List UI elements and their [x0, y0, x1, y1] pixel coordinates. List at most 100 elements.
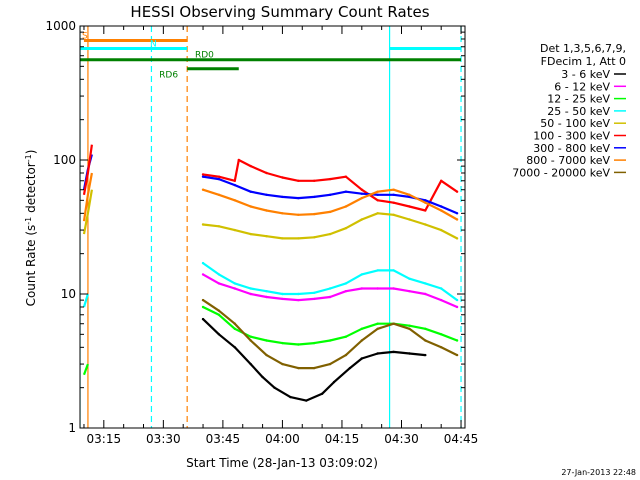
- y-tick-label-2: 100: [53, 153, 76, 167]
- series-6-point-14: [424, 199, 427, 202]
- series-8-point-12: [392, 322, 395, 325]
- series-6-point-16: [455, 212, 459, 215]
- series-6-point-12: [392, 193, 395, 196]
- series-2-point-9: [344, 335, 348, 338]
- series-1-point-13: [408, 290, 411, 293]
- series-5-point-12: [376, 199, 379, 202]
- chart-title: HESSI Observing Summary Count Rates: [130, 3, 429, 21]
- x-tick-label-5: 04:30: [384, 432, 419, 446]
- status-bar-label-1: N: [150, 39, 157, 49]
- series-2-point-15: [440, 333, 443, 336]
- series-5-point-1: [217, 175, 221, 178]
- ylabel-mid: detector: [24, 162, 38, 217]
- ylabel-end: ): [24, 150, 38, 155]
- legend-label-3: 25 - 50 keV: [547, 105, 610, 118]
- series-8-point-1: [217, 309, 221, 312]
- series-1-point-14: [424, 292, 427, 296]
- ylabel-main: Count Rate (s: [24, 225, 38, 307]
- series-6-point-7: [313, 195, 316, 199]
- series-5-point-17: [455, 190, 459, 193]
- series-2-point-2: [233, 327, 236, 330]
- series-1-point-11: [376, 287, 379, 290]
- series-6-point-1: [217, 177, 221, 181]
- x-tick-label-0: 03:15: [87, 432, 122, 446]
- series-5-point-10: [344, 175, 348, 178]
- series-4-point-7: [313, 236, 316, 239]
- series-5-point-8: [313, 179, 316, 182]
- x-tick-label-3: 04:00: [265, 432, 300, 446]
- series-7-point-9: [344, 205, 348, 208]
- series-4-point-10: [360, 218, 363, 221]
- series-7-point-8: [328, 210, 332, 214]
- series-2-point-3: [249, 335, 252, 338]
- series-5-point-6: [281, 176, 284, 179]
- series-7-point-5: [281, 212, 284, 215]
- series-4-point-13: [408, 218, 411, 221]
- series-0-point-15: [424, 353, 427, 357]
- series-8-point-0: [201, 298, 205, 302]
- series-2-point-7: [313, 341, 316, 345]
- series-8: [202, 299, 458, 370]
- series-1-point-4: [265, 295, 268, 299]
- series-0-point-9: [332, 380, 336, 384]
- series-3-point-6: [297, 292, 300, 296]
- series-4-point-14: [424, 223, 427, 226]
- series-0-point-4: [261, 375, 264, 379]
- x-tick-label-1: 03:30: [146, 432, 181, 446]
- series-4-point-2: [233, 228, 236, 232]
- series-5: [202, 158, 458, 212]
- series-0-point-0: [201, 317, 205, 321]
- x-axis-label: Start Time (28-Jan-13 03:09:02): [186, 456, 378, 470]
- series-8-point-8: [328, 362, 332, 366]
- series-3-point-4: [265, 290, 268, 293]
- series-5-point-11: [360, 188, 363, 191]
- series-1-point-5: [281, 297, 284, 301]
- series-7-point-16: [455, 218, 459, 221]
- series-0-point-7: [305, 399, 308, 402]
- series-1-point-15: [440, 298, 443, 302]
- series-5-point-7: [297, 179, 300, 182]
- series-4-point-5: [281, 237, 284, 240]
- series-7-point-13: [408, 193, 411, 196]
- series-6-point-9: [344, 190, 348, 193]
- plot-frame: [79, 25, 466, 429]
- series-7-point-2: [233, 199, 236, 202]
- series-6-point-11: [376, 193, 379, 196]
- series-2-point-10: [360, 327, 363, 330]
- legend-label-2: 12 - 25 keV: [547, 93, 610, 106]
- series-3-point-11: [376, 269, 379, 272]
- series-8-point-14: [424, 339, 427, 342]
- series-3-point-16: [455, 298, 459, 302]
- legend-label-1: 6 - 12 keV: [554, 80, 610, 93]
- plot-layer: S N RD0 RD6: [80, 26, 462, 428]
- series-7-point-6: [297, 213, 300, 216]
- series-8-point-2: [233, 322, 236, 325]
- series-8-point-10: [360, 339, 363, 342]
- series-3: [202, 262, 458, 301]
- series-4-point-15: [440, 228, 443, 232]
- early-spike-3: [82, 189, 93, 235]
- series-0-point-13: [392, 350, 395, 354]
- series-0-point-2: [233, 346, 236, 349]
- series-8-point-7: [313, 366, 316, 370]
- series-1-point-10: [360, 287, 363, 290]
- legend-label-0: 3 - 6 keV: [561, 68, 610, 81]
- series-8-point-16: [455, 353, 459, 357]
- series-3-point-5: [281, 292, 284, 296]
- series-4-point-16: [455, 237, 459, 240]
- series-6-point-0: [201, 175, 205, 178]
- series-8-point-11: [376, 327, 379, 330]
- series-2-point-14: [424, 327, 427, 330]
- series-0-point-3: [249, 362, 252, 366]
- series-2-point-11: [376, 322, 379, 325]
- series-2-point-6: [297, 343, 300, 346]
- early-spike-5: [82, 363, 89, 376]
- series-3-point-14: [424, 282, 427, 285]
- series-6-point-3: [249, 190, 252, 193]
- series-6-point-5: [281, 195, 284, 199]
- series-0-point-5: [273, 386, 276, 389]
- legend-header-1: FDecim 1, Att 0: [541, 55, 626, 68]
- y-tick-label-0: 1: [68, 421, 76, 435]
- series-0-point-12: [376, 352, 379, 355]
